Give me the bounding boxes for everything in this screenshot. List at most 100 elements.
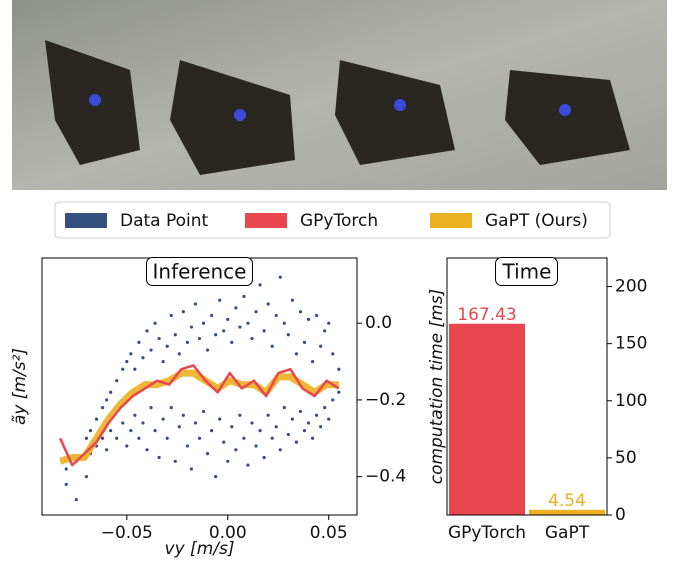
prediction-line (59, 364, 340, 467)
bar (449, 323, 525, 515)
y-tick-label: 200 (615, 277, 647, 297)
data-point (302, 340, 307, 344)
data-point (115, 436, 119, 440)
legend-label: GPyTorch (300, 211, 378, 231)
data-point (298, 310, 303, 314)
value-label: 167.43 (457, 305, 516, 325)
data-point (315, 313, 319, 318)
data-point (230, 425, 234, 429)
data-point (141, 356, 145, 360)
x-axis-label: vy [m/s] (165, 539, 235, 559)
data-point (327, 417, 331, 421)
prediction-line (59, 369, 339, 465)
x-tick-label: 0.05 (310, 523, 348, 543)
data-point (157, 336, 161, 341)
data-point (294, 352, 299, 356)
chart-title: Time (502, 260, 552, 284)
data-point (149, 348, 153, 352)
inference-chart: −0.05 0.00 0.05 0.0 −0.2 −0.4 vy [m/s] ãy [m/s²… (10, 257, 406, 559)
title-box (495, 257, 558, 286)
data-point (177, 425, 181, 429)
data-point (222, 440, 226, 444)
data-point (197, 336, 202, 341)
data-point (266, 302, 270, 306)
data-point (306, 421, 311, 425)
data-point (145, 329, 149, 333)
x-tick-label: GaPT (545, 523, 590, 543)
data-point (262, 455, 266, 460)
data-point (137, 340, 141, 344)
data-point (254, 444, 258, 448)
data-point (226, 459, 230, 463)
x-tick-label: −0.05 (101, 523, 153, 543)
data-point (270, 436, 274, 440)
data-point (64, 482, 68, 486)
data-point (218, 417, 222, 421)
legend-label: Data Point (120, 211, 209, 231)
data-point (169, 313, 173, 318)
time-chart: 167.43 GPyTorch 4.54 GaPT 0 50 100 150 200 comput… (427, 257, 647, 543)
data-point (238, 413, 242, 417)
data-point (323, 329, 327, 333)
data-point (250, 336, 254, 341)
data-point (337, 390, 341, 394)
chart-title: Inference (153, 260, 247, 284)
data-point (230, 340, 234, 344)
data-point (189, 325, 194, 329)
data-point (94, 417, 99, 421)
data-point (258, 283, 262, 287)
data-point (262, 329, 266, 333)
data-point (74, 498, 78, 502)
data-point (286, 333, 290, 337)
y-tick-label: −0.4 (365, 467, 406, 487)
data-point (290, 417, 294, 421)
data-point (286, 432, 290, 437)
y-tick-label: 0.0 (365, 313, 392, 333)
data-point (193, 421, 198, 425)
legend-swatch (65, 213, 107, 228)
data-point (214, 475, 218, 479)
data-point (306, 317, 311, 321)
data-point (258, 429, 262, 433)
legend-label: GaPT (Ours) (485, 211, 588, 231)
legend-swatch (245, 213, 287, 228)
data-point (323, 405, 327, 410)
data-point (205, 348, 210, 352)
data-point (165, 436, 169, 440)
data-point (337, 367, 341, 371)
y-tick-label: 100 (615, 391, 647, 411)
data-point (193, 302, 198, 306)
y-axis-label: computation time [ms] (427, 289, 447, 484)
data-point (242, 294, 246, 298)
data-point (133, 367, 137, 371)
data-point (278, 275, 282, 279)
data-point (185, 340, 189, 344)
data-point (250, 421, 254, 425)
data-point (327, 321, 331, 325)
data-point (290, 298, 294, 302)
data-point (185, 444, 189, 448)
bar (529, 509, 605, 515)
data-point (169, 405, 173, 410)
y-tick-label: 50 (615, 448, 637, 468)
data-point (161, 417, 165, 421)
title-box (146, 257, 253, 286)
data-point (105, 398, 109, 402)
data-point (153, 429, 157, 433)
data-point (246, 463, 250, 467)
data-point (84, 475, 89, 479)
data-point (214, 333, 218, 337)
data-point (173, 459, 177, 463)
data-point (310, 359, 315, 364)
data-point (109, 429, 113, 433)
data-point (141, 421, 145, 425)
data-point (254, 310, 258, 314)
data-point (282, 405, 286, 410)
data-point (153, 321, 157, 325)
data-point (278, 448, 282, 452)
data-point (210, 429, 214, 433)
data-point (218, 298, 222, 302)
data-point (125, 444, 129, 448)
x-tick-label: 0.00 (209, 523, 247, 543)
